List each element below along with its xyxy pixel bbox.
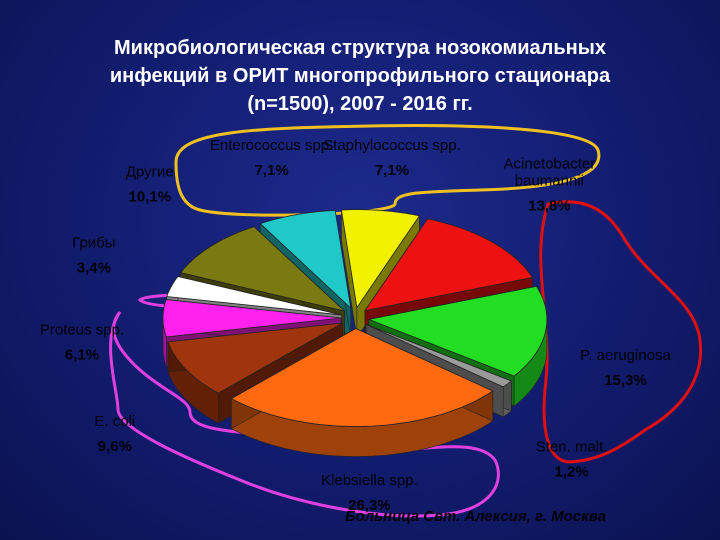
- slice-label-e-coli: E. coli: [94, 413, 135, 430]
- slice-value-sten-malt: 1,2%: [555, 463, 589, 480]
- slice-label-грибы: Грибы: [72, 235, 115, 252]
- slice-value-другие: 10,1%: [129, 189, 172, 206]
- slice-label-другие: Другие: [126, 164, 174, 181]
- slice-value-e-coli: 9,6%: [98, 438, 132, 455]
- pie-slices: [162, 209, 548, 457]
- slice-value-klebsiella-spp: 26,3%: [348, 497, 391, 514]
- slice-label-acinetobacter-baumannii: baumannii: [515, 172, 584, 189]
- slice-value-acinetobacter-baumannii: 13,8%: [528, 197, 571, 214]
- slice-value-enterococcus-spp: 7,1%: [255, 162, 289, 179]
- pie-labels: Staphylococcus spp. 7,1% Acinetobacterbaum…: [40, 137, 672, 514]
- slice-label-acinetobacter-baumannii: Acinetobacter: [504, 155, 596, 172]
- title-line-3: (n=1500), 2007 - 2016 гг.: [247, 93, 473, 115]
- slice-value-staphylococcus-spp: 7,1%: [375, 162, 409, 179]
- slice-label-enterococcus-spp: Enterococcus spp.: [210, 137, 333, 154]
- title-line-2: инфекций в ОРИТ многопрофильного стацион…: [109, 65, 611, 87]
- slice-label-klebsiella-spp: Klebsiella spp.: [321, 472, 418, 489]
- slice-value-p-aeruginosa: 15,3%: [604, 372, 647, 389]
- slice-value-proteus-spp: 6,1%: [65, 346, 99, 363]
- slice-label-proteus-spp: Proteus spp.: [40, 321, 124, 338]
- title-line-1: Микробиологическая структура нозокомиаль…: [114, 37, 606, 59]
- chart-title: Микробиологическая структура нозокомиаль…: [20, 34, 700, 118]
- group-outline-non-fermenters: [539, 200, 703, 464]
- pie-slice-klebsiella-spp: [230, 327, 494, 457]
- slice-label-staphylococcus-spp: Staphylococcus spp.: [323, 137, 461, 154]
- slice-label-p-aeruginosa: P. aeruginosa: [580, 347, 671, 364]
- group-outline-gram-positive: [174, 124, 601, 217]
- slice-label-sten-malt: Sten. malt.: [536, 438, 608, 455]
- slice-value-грибы: 3,4%: [77, 260, 111, 277]
- footnote-source: Больница Свт. Алексия, г. Москва: [345, 508, 606, 525]
